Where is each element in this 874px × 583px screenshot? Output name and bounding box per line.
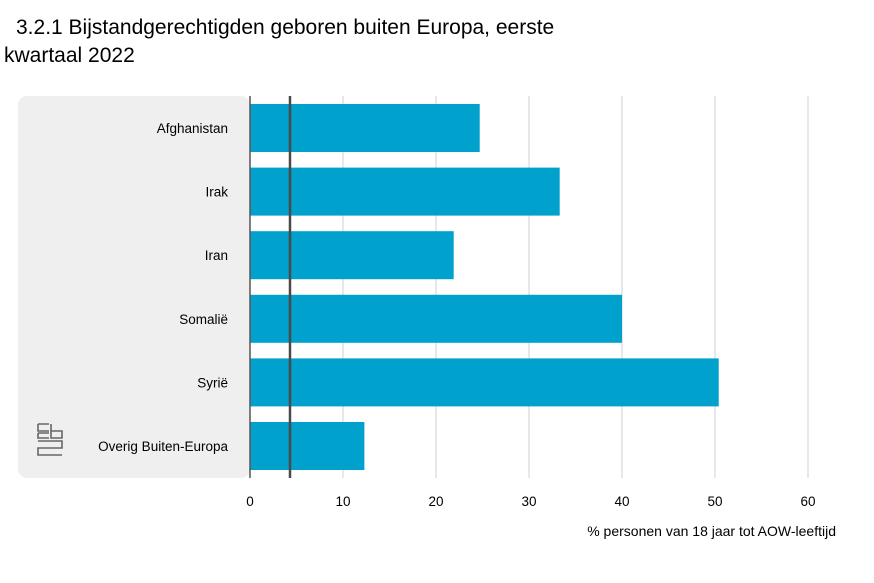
bar [250,358,719,407]
bars [250,104,719,470]
chart-title-line-1: 3.2.1 Bijstandgerechtigden geboren buite… [16,16,555,39]
x-tick-label: 10 [335,494,350,509]
bar [250,104,480,152]
bar [250,294,622,343]
category-label: Overig Buiten-Europa [98,439,228,454]
chart-title: 3.2.1 Bijstandgerechtigden geboren buite… [4,14,724,70]
x-tick-label: 60 [800,494,815,509]
category-labels: Afghanistan Irak Iran Somalië Syrië Overig Bu… [98,121,228,454]
x-tick-label: 50 [707,494,722,509]
bar [250,231,454,280]
gridlines [342,96,809,478]
chart-title-line-2: kwartaal 2022 [4,44,135,67]
x-tick-label: 20 [428,494,443,509]
category-label: Somalië [179,312,228,327]
x-tick-label: 30 [521,494,536,509]
bar [250,167,560,216]
x-tick-label: 0 [246,494,254,509]
x-tick-labels: 0 10 20 30 40 50 60 [246,494,815,509]
x-tick-label: 40 [614,494,629,509]
category-label: Iran [205,248,228,263]
cbs-logo-icon [37,423,63,456]
bar [250,422,365,470]
category-panel [18,96,250,478]
category-label: Afghanistan [157,121,228,136]
category-label: Syrië [197,375,228,390]
category-label: Irak [205,185,228,200]
x-axis-label: % personen van 18 jaar tot AOW-leeftijd [587,523,836,539]
